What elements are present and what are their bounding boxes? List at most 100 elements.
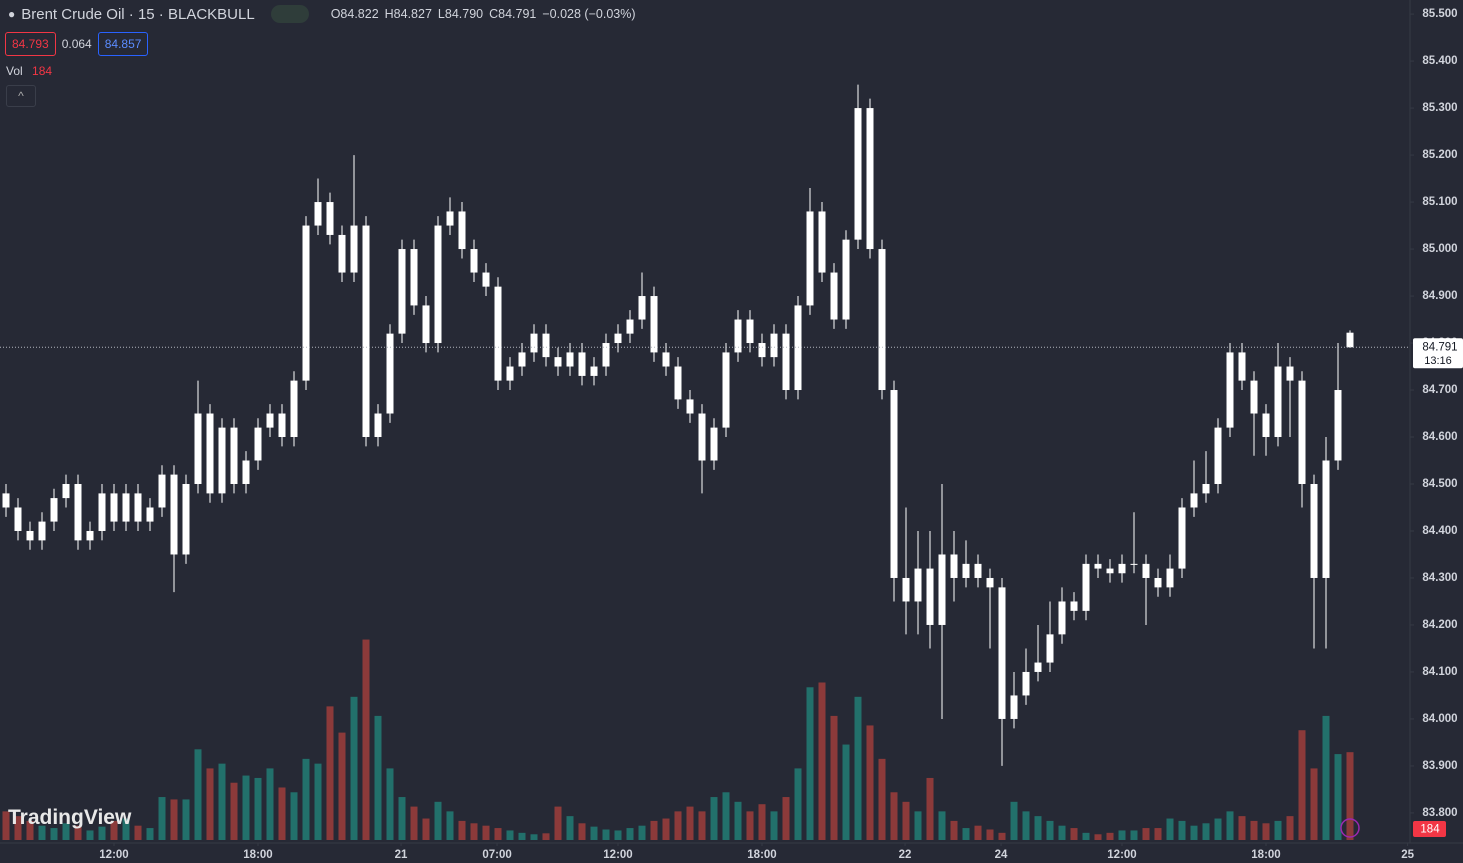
volume-bar	[926, 777, 934, 840]
bid-button[interactable]: 84.793	[5, 32, 56, 56]
volume-bar	[770, 811, 778, 840]
candle-body	[734, 319, 742, 353]
candle-body	[26, 530, 34, 541]
volume-bar	[206, 768, 214, 840]
candle-body	[1238, 352, 1246, 381]
volume-bar	[758, 804, 766, 840]
candle-body	[146, 507, 154, 522]
candle-body	[134, 493, 142, 522]
volume-bar	[1262, 823, 1270, 840]
candle-body	[494, 286, 502, 381]
volume-bar	[1058, 825, 1066, 840]
candle-body	[374, 413, 382, 438]
candle-body	[602, 343, 610, 367]
volume-bar	[458, 820, 466, 840]
flash-icon	[1340, 818, 1360, 838]
vol-tag-box	[1413, 821, 1446, 837]
volume-bar	[794, 768, 802, 840]
bid-ask: 84.793 0.064 84.857	[5, 32, 149, 56]
volume-bar	[710, 797, 718, 840]
volume-bar	[194, 749, 202, 840]
symbol-icon: ●	[8, 7, 16, 21]
volume-bar	[26, 820, 34, 840]
candle-body	[1106, 568, 1114, 574]
y-tick-label: 85.000	[1422, 243, 1457, 255]
candle-body	[806, 211, 814, 306]
volume-bar	[422, 818, 430, 840]
ohlc-low: L84.790	[437, 7, 484, 21]
collapse-button[interactable]: ^	[6, 85, 36, 107]
volume-bar	[74, 825, 82, 840]
volume-bar	[698, 811, 706, 840]
volume-bar	[878, 758, 886, 840]
y-tick-label: 84.500	[1422, 478, 1457, 490]
candle-body	[1322, 460, 1330, 578]
volume-bar	[1142, 828, 1150, 840]
volume-bar	[302, 758, 310, 840]
volume-bar	[1334, 754, 1342, 840]
y-tick-label: 85.100	[1422, 196, 1457, 208]
x-tick-label: 18:00	[1251, 849, 1280, 861]
candle-body	[50, 498, 58, 522]
y-tick-label: 84.100	[1422, 666, 1457, 678]
candle-body	[1010, 695, 1018, 719]
symbol-title[interactable]: Brent Crude Oil · 15 · BLACKBULL	[21, 5, 255, 23]
volume-bar	[482, 825, 490, 840]
candle-body	[950, 554, 958, 578]
candle-body	[38, 521, 46, 541]
candle-body	[14, 507, 22, 531]
volume-bar	[158, 797, 166, 840]
candle-body	[1178, 507, 1186, 569]
volume-bar	[110, 820, 118, 840]
volume-bar	[734, 801, 742, 840]
market-status[interactable]	[270, 5, 309, 23]
volume-bar	[146, 828, 154, 840]
candle-body	[1094, 563, 1102, 569]
candle-body	[1310, 483, 1318, 578]
volume-bar	[62, 823, 70, 840]
y-tick-label: 84.400	[1422, 525, 1457, 537]
volume-bar	[626, 828, 634, 840]
volume-bar	[98, 826, 106, 840]
volume-bar	[986, 829, 994, 840]
candle-body	[938, 554, 946, 625]
volume-bar	[38, 825, 46, 840]
candle-body	[1214, 427, 1222, 484]
volume-bar	[326, 706, 334, 840]
volume-bar	[1094, 834, 1102, 840]
volume-bar	[722, 792, 730, 840]
volume-bar	[230, 782, 238, 840]
candle-body	[218, 427, 226, 494]
candle-body	[554, 357, 562, 367]
volume-bar	[1346, 752, 1354, 840]
volume-bar	[1310, 768, 1318, 840]
candle-body	[446, 211, 454, 226]
candle-body	[326, 202, 334, 235]
volume-bar	[650, 820, 658, 840]
volume-bar	[866, 725, 874, 840]
volume-bar	[494, 828, 502, 840]
volume-bar	[362, 639, 370, 840]
candle-body	[542, 333, 550, 358]
candle-body	[110, 493, 118, 522]
candle-body	[362, 225, 370, 438]
candle-body	[614, 333, 622, 344]
candle-body	[398, 249, 406, 334]
volume-bar	[242, 775, 250, 840]
candle-body	[434, 225, 442, 344]
candle-body	[698, 413, 706, 461]
candle-body	[2, 493, 10, 508]
countdown: 13:16	[1424, 355, 1452, 367]
candle-body	[854, 108, 862, 240]
volume-bar	[1046, 820, 1054, 840]
candle-body	[638, 296, 646, 320]
volume-bar	[278, 787, 286, 840]
ask-button[interactable]: 84.857	[97, 32, 149, 56]
volume-bar	[1070, 828, 1078, 840]
candle-body	[98, 493, 106, 531]
candle-body	[422, 305, 430, 344]
volume-bar	[602, 829, 610, 840]
vol-tag: 184	[1420, 824, 1440, 836]
price-tag: 84.791	[1422, 341, 1457, 353]
